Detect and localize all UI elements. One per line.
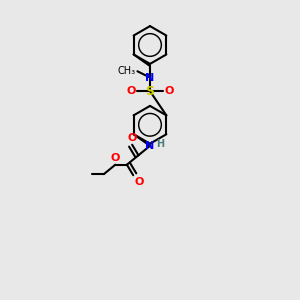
Text: O: O — [135, 177, 144, 187]
Text: CH₃: CH₃ — [118, 66, 136, 76]
Text: O: O — [164, 86, 173, 96]
Text: O: O — [111, 153, 120, 163]
Text: N: N — [146, 73, 154, 82]
Text: H: H — [157, 139, 165, 149]
Text: O: O — [127, 86, 136, 96]
Text: O: O — [128, 133, 137, 143]
Text: N: N — [146, 141, 154, 151]
Text: S: S — [146, 85, 154, 98]
